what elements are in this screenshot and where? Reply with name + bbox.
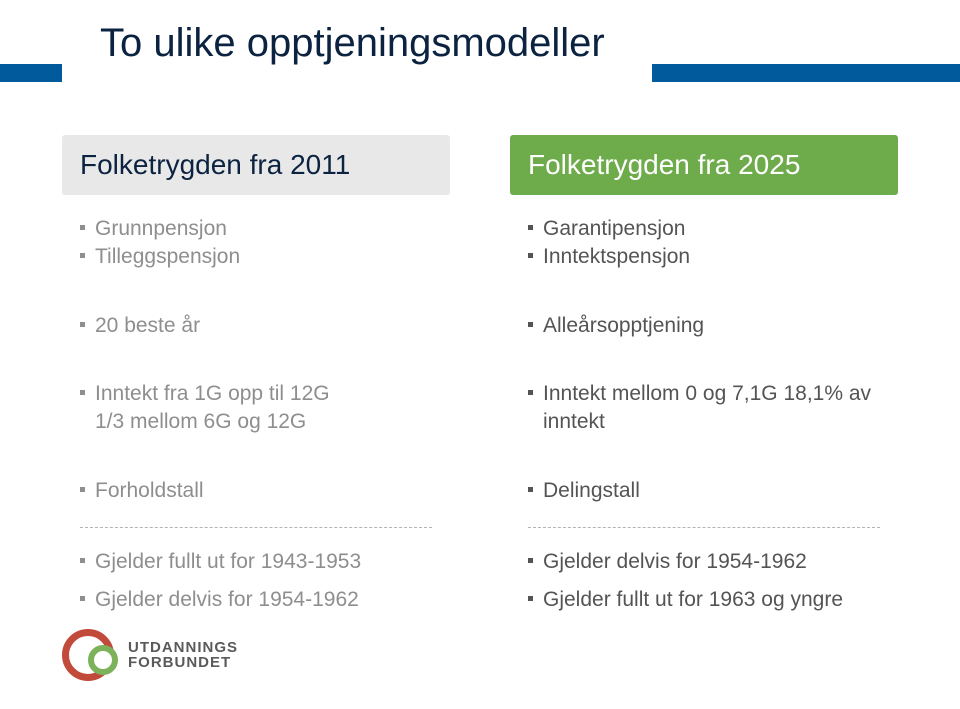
bullet-text: Gjelder fullt ut for 1963 og yngre	[543, 586, 843, 614]
left-group-5: Gjelder fullt ut for 1943-1953 Gjelder d…	[62, 540, 450, 625]
list-item: Alleårsopptjening	[528, 312, 880, 340]
bullet-text: Garantipensjon	[543, 215, 685, 243]
bullet-icon	[80, 253, 85, 258]
logo-text-line2: FORBUNDET	[128, 655, 238, 670]
bullet-text: Inntekt fra 1G opp til 12G	[95, 380, 330, 408]
bullet-icon	[80, 596, 85, 601]
left-group-3: Inntekt fra 1G opp til 12G 1/3 mellom 6G…	[62, 372, 450, 447]
left-group-4: Forholdstall	[62, 469, 450, 515]
list-item: Tilleggspensjon	[80, 243, 432, 271]
right-column: Folketrygden fra 2025 Garantipensjon Inn…	[510, 135, 898, 625]
bullet-text: Delingstall	[543, 477, 640, 505]
columns: Folketrygden fra 2011 Grunnpensjon Tille…	[62, 135, 898, 625]
bullet-text: 1/3 mellom 6G og 12G	[95, 408, 306, 436]
bullet-text: 20 beste år	[95, 312, 200, 340]
right-group-5: Gjelder delvis for 1954-1962 Gjelder ful…	[510, 540, 898, 625]
bullet-icon	[80, 487, 85, 492]
bullet-text: Gjelder delvis for 1954-1962	[95, 586, 359, 614]
footer-logo: UTDANNINGS FORBUNDET	[62, 629, 238, 681]
list-item: Gjelder fullt ut for 1943-1953	[80, 548, 432, 576]
right-group-2: Alleårsopptjening	[510, 304, 898, 350]
left-group-1: Grunnpensjon Tilleggspensjon	[62, 207, 450, 282]
bullet-text: Tilleggspensjon	[95, 243, 240, 271]
bullet-icon	[528, 225, 533, 230]
divider-dashed	[528, 527, 880, 528]
left-column-header: Folketrygden fra 2011	[62, 135, 450, 195]
list-item: Garantipensjon	[528, 215, 880, 243]
list-item: Gjelder delvis for 1954-1962	[528, 548, 880, 576]
list-item: Inntektspensjon	[528, 243, 880, 271]
bullet-icon	[528, 558, 533, 563]
list-item: Gjelder fullt ut for 1963 og yngre	[528, 586, 880, 614]
list-item: 1/3 mellom 6G og 12G	[80, 408, 432, 436]
bullet-icon	[528, 487, 533, 492]
list-item: Grunnpensjon	[80, 215, 432, 243]
list-item: Inntekt mellom 0 og 7,1G 18,1% av inntek…	[528, 380, 880, 437]
list-item: Delingstall	[528, 477, 880, 505]
list-item: Inntekt fra 1G opp til 12G	[80, 380, 432, 408]
bullet-icon	[528, 390, 533, 395]
bullet-text: Grunnpensjon	[95, 215, 227, 243]
bullet-icon	[528, 253, 533, 258]
bullet-text: Alleårsopptjening	[543, 312, 704, 340]
bullet-icon	[80, 322, 85, 327]
right-group-1: Garantipensjon Inntektspensjon	[510, 207, 898, 282]
right-group-4: Delingstall	[510, 469, 898, 515]
bullet-text: Forholdstall	[95, 477, 204, 505]
bullet-text: Inntekt mellom 0 og 7,1G 18,1% av inntek…	[543, 380, 880, 437]
list-item: Gjelder delvis for 1954-1962	[80, 586, 432, 614]
title-band: To ulike opptjeningsmodeller	[62, 0, 652, 86]
right-group-3: Inntekt mellom 0 og 7,1G 18,1% av inntek…	[510, 372, 898, 447]
logo-icon	[62, 629, 114, 681]
divider-dashed	[80, 527, 432, 528]
bullet-icon	[528, 596, 533, 601]
bullet-text: Inntektspensjon	[543, 243, 690, 271]
logo-text-line1: UTDANNINGS	[128, 640, 238, 655]
left-column: Folketrygden fra 2011 Grunnpensjon Tille…	[62, 135, 450, 625]
list-item: 20 beste år	[80, 312, 432, 340]
right-column-header: Folketrygden fra 2025	[510, 135, 898, 195]
list-item: Forholdstall	[80, 477, 432, 505]
bullet-text: Gjelder fullt ut for 1943-1953	[95, 548, 361, 576]
bullet-text: Gjelder delvis for 1954-1962	[543, 548, 807, 576]
bullet-icon	[528, 322, 533, 327]
left-group-2: 20 beste år	[62, 304, 450, 350]
bullet-icon	[80, 558, 85, 563]
bullet-icon	[80, 390, 85, 395]
bullet-icon	[80, 225, 85, 230]
page-title: To ulike opptjeningsmodeller	[100, 21, 605, 66]
logo-text: UTDANNINGS FORBUNDET	[128, 640, 238, 670]
